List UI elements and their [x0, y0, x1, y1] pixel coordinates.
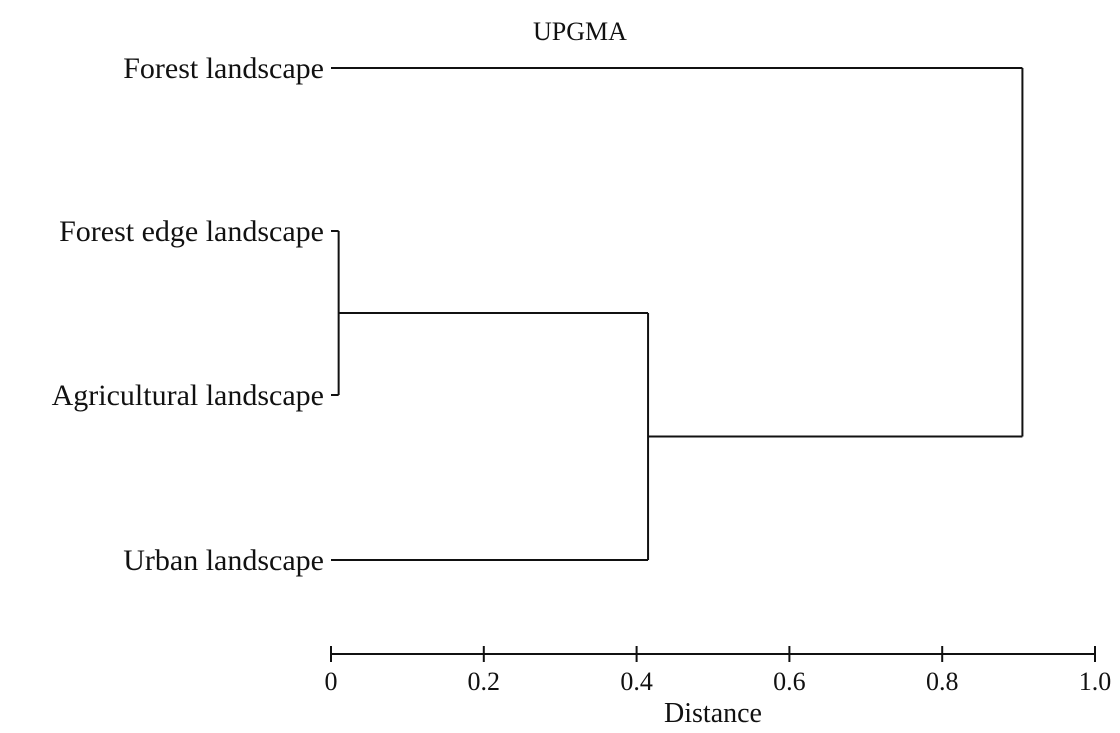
distance-axis: 0 0.2 0.4 0.6 0.8 1.0 — [325, 646, 1112, 696]
tick-label: 0.8 — [926, 667, 959, 696]
tick-label: 1.0 — [1079, 667, 1112, 696]
leaf-label: Forest landscape — [123, 52, 324, 85]
leaf-label: Forest edge landscape — [59, 215, 324, 248]
leaf-label: Agricultural landscape — [52, 379, 324, 412]
chart-title: UPGMA — [533, 17, 627, 46]
x-axis-title: Distance — [664, 698, 762, 729]
tick-label: 0.6 — [773, 667, 806, 696]
tick-label: 0 — [325, 667, 338, 696]
tick-label: 0.4 — [620, 667, 653, 696]
leaf-label: Urban landscape — [123, 544, 324, 577]
tick-label: 0.2 — [468, 667, 501, 696]
